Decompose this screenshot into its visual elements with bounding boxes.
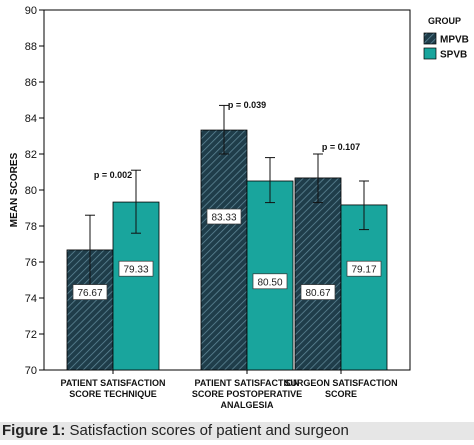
y-tick-label: 78 [25,221,37,233]
y-tick-label: 80 [25,185,37,197]
data-label: 79.33 [123,265,148,276]
caption-text: Satisfaction scores of patient and surge… [65,422,349,439]
y-tick-label: 74 [25,293,37,305]
legend-title: GROUP [428,16,461,26]
x-tick-label: SCORE [325,389,357,399]
data-label-box [346,260,382,277]
legend-swatch-mpvb [423,32,437,45]
data-label-box [252,273,288,290]
data-label-box [118,260,154,277]
x-tick-label: ANALGESIA [220,400,274,410]
figure-caption: Figure 1: Satisfaction scores of patient… [0,422,474,440]
p-value-annotation: p = 0.107 [322,142,360,152]
data-label-box [300,284,336,300]
y-tick-label: 72 [25,329,37,341]
x-tick-label: PATIENT SATISFACTION [195,378,300,388]
p-value-annotation: p = 0.039 [228,100,266,110]
y-tick-label: 70 [25,365,37,377]
data-label-box [72,284,108,300]
bar-mpvb [200,129,248,371]
legend-label-mpvb: MPVB [440,35,469,46]
data-label: 76.67 [77,288,102,299]
x-tick-label: PATIENT SATISFACTION [61,378,166,388]
data-label: 83.33 [211,213,236,224]
data-label: 80.67 [305,288,330,299]
x-tick-label: SCORE TECHNIQUE [69,389,157,399]
y-tick-label: 88 [25,41,37,53]
y-tick-label: 84 [25,113,37,125]
y-tick-label: 76 [25,257,37,269]
x-tick-label: SCORE POSTOPERATIVE [192,389,302,399]
data-label-box [206,208,242,225]
legend-label-spvb: SPVB [440,50,467,61]
caption-label: Figure 1: [2,422,66,439]
x-tick-label: SURGEON SATISFACTION [284,378,397,388]
y-tick-label: 86 [25,77,37,89]
data-label: 80.50 [257,277,282,288]
y-tick-label: 90 [25,5,37,17]
p-value-annotation: p = 0.002 [94,170,132,180]
y-axis-title: MEAN SCORES [9,152,20,227]
data-label: 79.17 [351,265,376,276]
bar-spvb [340,204,388,371]
bar-mpvb [294,177,342,371]
legend-swatch-spvb [423,47,437,60]
y-tick-label: 82 [25,149,37,161]
